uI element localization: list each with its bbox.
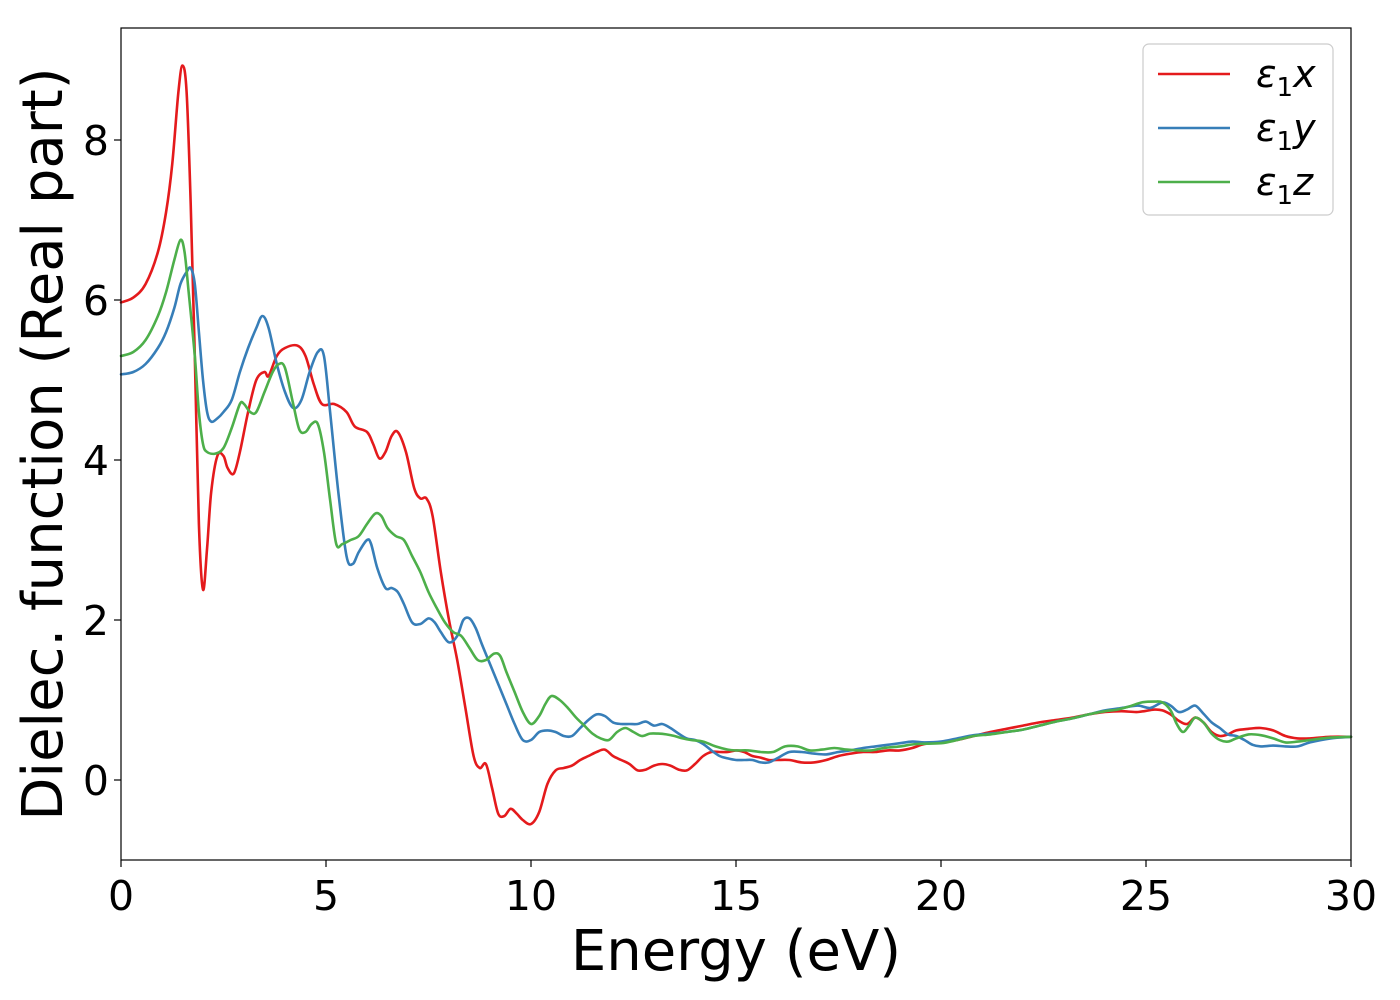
x-tick-label: 30: [1325, 872, 1377, 920]
x-tick-label: 0: [108, 872, 134, 920]
x-tick-label: 10: [505, 872, 557, 920]
y-axis-ticks: 0 2 4 6 8: [83, 117, 121, 805]
legend-label-2: ε1y: [1256, 106, 1316, 157]
series-layer: [119, 64, 1353, 826]
y-tick-label: 8: [83, 117, 109, 165]
x-tick-label: 20: [915, 872, 967, 920]
x-axis-ticks: 0 5 10 15 20 25 30: [108, 860, 1377, 920]
y-tick-label: 2: [83, 597, 109, 645]
y-axis-title: Dielec. function (Real part): [11, 67, 76, 820]
y-tick-label: 6: [83, 277, 109, 325]
legend-label-1: ε1x: [1256, 52, 1316, 103]
y-tick-label: 0: [83, 757, 109, 805]
legend-label-3: ε1z: [1256, 160, 1314, 211]
x-tick-label: 15: [710, 872, 762, 920]
legend-box: [1142, 43, 1334, 216]
series-line-3: [119, 238, 1353, 754]
y-tick-label: 4: [83, 437, 109, 485]
x-tick-label: 25: [1120, 872, 1172, 920]
x-tick-label: 5: [313, 872, 339, 920]
x-axis-title: Energy (eV): [571, 919, 901, 984]
